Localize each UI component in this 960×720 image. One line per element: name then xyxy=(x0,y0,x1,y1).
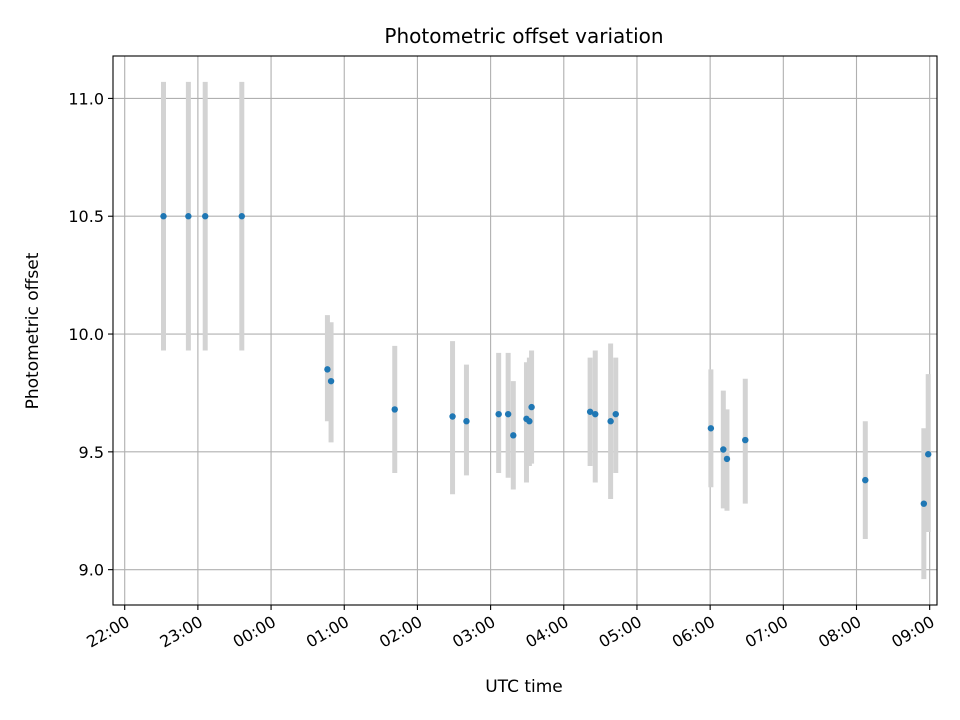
data-point xyxy=(925,451,932,458)
data-point xyxy=(449,413,456,420)
data-point xyxy=(707,425,715,432)
plot-frame xyxy=(112,55,938,606)
data-point xyxy=(510,432,517,439)
y-axis-ticks: 9.0 9.5 10.0 10.5 11.0 xyxy=(68,89,113,580)
data-point xyxy=(607,418,614,425)
data-point xyxy=(324,366,331,373)
data-point xyxy=(862,476,869,484)
x-axis-label: UTC time xyxy=(485,677,563,697)
data-point xyxy=(526,418,533,425)
data-point xyxy=(238,213,245,220)
y-tick-label: 10.5 xyxy=(68,207,104,226)
data-point xyxy=(391,406,398,413)
data-point xyxy=(160,213,167,220)
data-point xyxy=(742,436,749,444)
data-point xyxy=(612,410,619,418)
data-point xyxy=(463,418,470,425)
data-point xyxy=(495,410,502,418)
y-tick-label: 10.0 xyxy=(68,325,104,344)
data-point xyxy=(185,213,192,220)
data-point xyxy=(723,455,731,463)
y-tick-label: 11.0 xyxy=(68,89,104,108)
data-point xyxy=(586,408,594,415)
data-point xyxy=(528,403,535,411)
data-points xyxy=(160,213,932,507)
data-point xyxy=(920,500,928,507)
y-tick-label: 9.0 xyxy=(79,561,104,580)
y-axis-label: Photometric offset xyxy=(23,252,43,409)
data-point xyxy=(504,410,512,418)
data-point xyxy=(720,446,727,453)
data-point xyxy=(202,213,209,220)
chart-title: Photometric offset variation xyxy=(384,24,663,48)
data-point xyxy=(327,377,335,385)
data-point xyxy=(592,410,599,418)
y-tick-label: 9.5 xyxy=(79,443,104,462)
